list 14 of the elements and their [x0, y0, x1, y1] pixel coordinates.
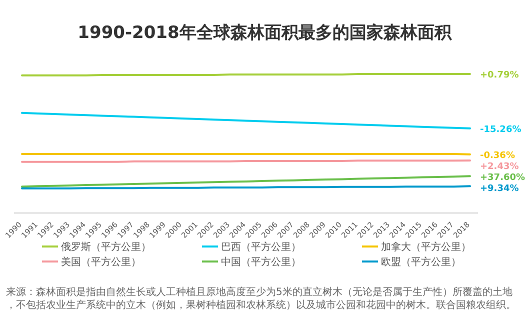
annotation: +37.60% [480, 172, 526, 183]
source-note: 来源：森林面积是指由自然生长或人工种植且原地高度至少为5米的直立树木（无论是否属于生产性）所覆盖的土地，不包括农业生产系统中的立木（例如，果树种植园和农林系统）以及城市公园和花园中的树木。联合国粮农组织。 [6, 286, 516, 311]
legend-label: 俄罗斯（平方公里） [61, 241, 151, 253]
chart-title: 1990-2018年全球森林面积最多的国家森林面积 [78, 23, 452, 43]
legend-label: 欧盟（平方公里） [381, 256, 461, 268]
annotation: -0.36% [480, 150, 515, 161]
annotation: +0.79% [480, 70, 519, 80]
legend-label: 美国（平方公里） [61, 256, 141, 268]
legend-label: 加拿大（平方公里） [381, 241, 471, 253]
legend-label: 巴西（平方公里） [221, 241, 301, 253]
annotation: +2.43% [480, 162, 519, 172]
legend-label: 中国（平方公里） [221, 256, 301, 268]
annotation: +9.34% [480, 184, 519, 194]
annotation: -15.26% [480, 124, 522, 135]
